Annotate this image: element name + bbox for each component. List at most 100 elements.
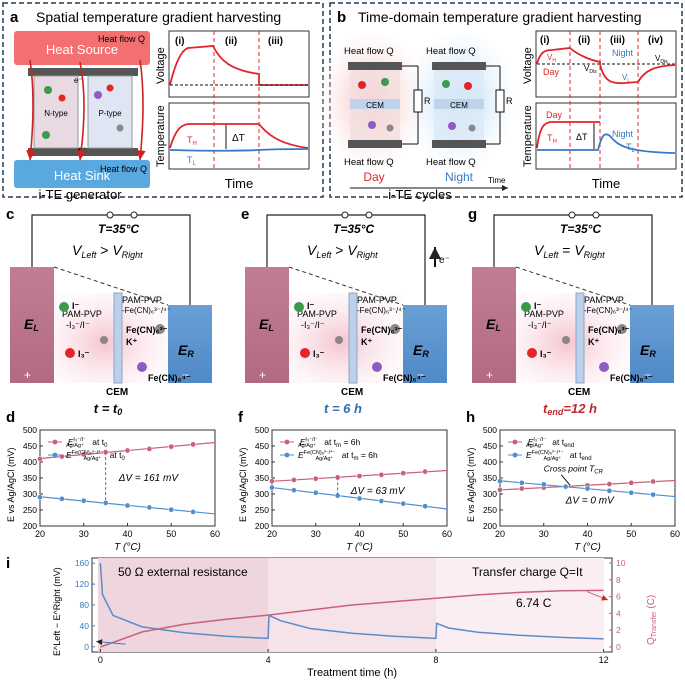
electron-label-bottom: e⁻ [78,145,87,154]
panel-f-point-s1-5 [378,471,385,478]
panel-h-point-s2-2 [540,481,547,488]
panel-h-point-s2-7 [650,491,656,498]
night-resistor [495,89,505,113]
panel-h-point-s1-0 [497,486,503,493]
i-xtick-label: 8 [433,655,438,665]
heat-arrow-1 [26,59,36,161]
panel-h-point-s1-6 [628,479,635,486]
panel-g-switch-right [592,211,600,219]
b-vdis-label-1: VDis [584,64,597,75]
panel-h-point-s2-6 [628,489,635,496]
panel-d-xtick-label: 20 [35,529,45,539]
panel-f-point-s1-6 [400,470,407,477]
ion-red-2 [106,84,114,92]
panel-f-xlabel: T (°C) [346,542,373,553]
i-shade-3 [436,558,604,652]
panel-c-left-gel: PAM-PVP [62,309,102,319]
day-label: Day [363,170,384,184]
panel-a-title: Spatial temperature gradient harvesting [36,9,281,25]
b-phase-iii: (iii) [610,35,625,46]
panel-d-point-s1-4 [124,447,131,454]
panel-e-letter: e [241,206,249,223]
panel-h-legend-marker-2 [512,452,518,458]
panel-d-point-s2-1 [59,495,65,502]
panel-f-chart: f 20 30 40 50 60 200 250 300 350 400 450 500 EI₃⁻/I⁻ A… [238,409,452,553]
panel-h-cross-pointer [560,474,571,486]
i-voltage-series [99,563,604,640]
panel-c-right-gel2: -Fe(CN)₆³⁻/⁴⁻ [122,306,171,315]
b-vh-label: VH [547,53,556,64]
night-heat-flow-bottom: Heat flow Q [426,157,476,168]
panel-g-cem-label: CEM [568,387,590,398]
panel-h-legend-1: EI₃⁻/I⁻ Ag/Ag⁺ at tend [526,437,574,449]
panel-i: i 50 Ω external resistance Transfer char… [6,555,658,679]
panel-e-k-ion [335,336,343,344]
panel-h-point-s2-4 [584,485,591,492]
panel-f-ytick-label: 350 [255,473,269,483]
i-charge-label: 6.74 C [516,596,552,610]
day-cem-label: CEM [366,101,384,110]
panel-g-fe4-ion [599,362,609,372]
day-ion-green [381,78,389,86]
a-th-label: TH [187,135,197,147]
night-cem [434,99,484,109]
panel-f-point-s2-6 [400,500,407,507]
panel-d-point-s1-2 [80,451,87,458]
day-cem [350,99,400,109]
panel-e-left-gel2: -I₃⁻/I⁻ [301,320,325,330]
panel-c-el-label: EL [24,316,39,333]
panel-d-chart: d 20 30 40 50 60 200 250 300 350 400 450 500 EI₃⁻/I⁻ A… [6,409,220,553]
panel-h-ytick-label: 200 [483,521,497,531]
a-delta-t: ΔT [232,133,245,144]
i-ytick-left-label: 80 [80,600,90,610]
i-ytick-right-label: 2 [616,625,621,635]
panel-d-ylabel: E vs Ag/AgCl (mV) [6,447,16,522]
panel-c-letter: c [6,206,14,223]
b-day-temp-label: Day [546,110,563,120]
panel-h-chart: h 20 30 40 50 60 200 250 300 350 400 450 500 EI₃⁻/I⁻ A… [466,409,680,553]
panel-e-triiodide-ion [300,348,310,358]
i-ytick-right-label: 0 [616,642,621,652]
panel-f-legend-1: EI₃⁻/I⁻ Ag/Ag⁺ at tm = 6h [298,437,360,449]
panel-f-point-s2-7 [422,503,428,510]
a-th-curve [169,123,309,149]
i-ytick-right-label: 6 [616,592,621,602]
panel-e-right-electrode [403,305,447,383]
panel-g-fe3-ion [617,324,627,334]
i-xlabel: Treatment time (h) [307,667,397,679]
panel-c-triiodide-ion [65,348,75,358]
panel-f-point-s1-4 [356,473,363,479]
panel-h-xtick-label: 30 [539,529,549,539]
panel-g-minus-sign: − [644,368,651,382]
heat-flow-bottom: Heat flow Q [100,164,147,174]
panel-f-point-s1-2 [312,475,319,482]
b-tl-curve [537,133,676,154]
panel-g-k-ion [562,336,570,344]
panel-c-cem-label: CEM [106,387,128,398]
i-xtick-label: 4 [266,655,271,665]
panel-f-point-s2-1 [291,487,297,494]
panel-d-xtick-label: 30 [79,529,89,539]
panel-h-point-s1-1 [519,485,525,492]
panel-h-xtick-label: 50 [626,529,636,539]
night-label: Night [445,170,474,184]
night-heat-flow-top: Heat flow Q [426,46,476,57]
panel-d-ytick-label: 300 [23,489,37,499]
n-type-label: N-type [44,109,68,118]
heat-arrow-3 [136,59,146,161]
b-time-axis-label: Time [592,176,620,191]
night-bottom-electrode [432,140,486,148]
panel-g-temp: T=35°C [560,222,601,236]
i-transfer-label: Transfer charge Q=It [472,565,583,579]
ion-green-2 [42,131,50,139]
a-temperature-axis-label: Temperature [155,105,167,167]
panel-h-ytick-label: 250 [483,505,497,515]
panel-b-letter: b [337,9,346,26]
panel-h-xtick-label: 20 [495,529,505,539]
panel-a-caption: i-TE generator [38,187,122,202]
panel-c-iodide-ion [59,302,69,312]
b-time-arrow-label: Time [488,176,506,185]
panel-h-point-s1-5 [606,481,613,487]
